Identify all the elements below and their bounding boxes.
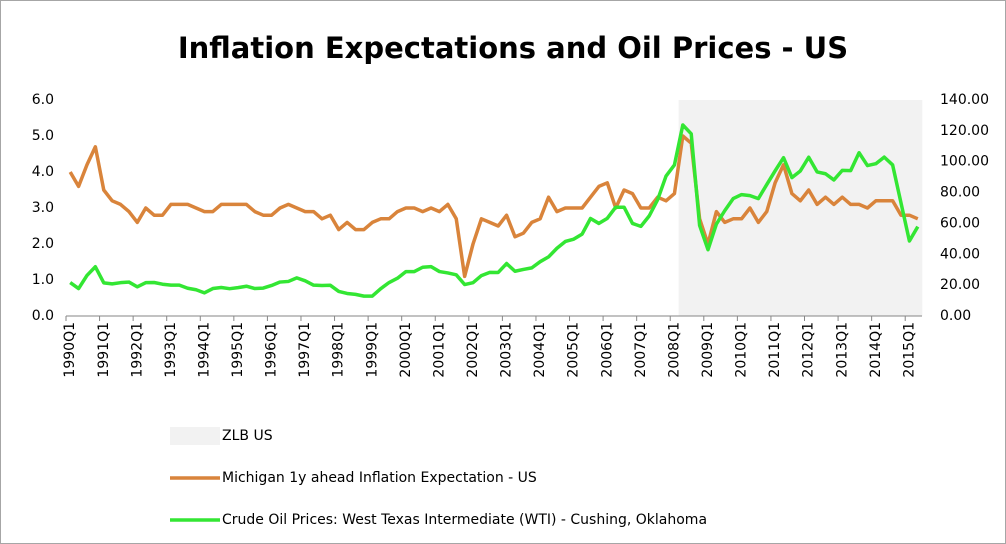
y-tick-label: 2.0 [32, 236, 54, 252]
x-tick-label: 1991Q1 [96, 322, 112, 378]
zlb-bar [737, 100, 747, 316]
y-tick-label: 4.0 [32, 164, 54, 180]
y-tick-label: 1.0 [32, 272, 54, 288]
x-tick-label: 2007Q1 [633, 322, 649, 378]
line-layer [68, 123, 920, 298]
y2-tick-label: 60.00 [940, 215, 980, 231]
zlb-bar [787, 100, 797, 316]
y-tick-label: 5.0 [32, 128, 54, 144]
x-tick-label: 1998Q1 [331, 322, 347, 378]
x-tick-label: 2010Q1 [734, 322, 750, 378]
zlb-bar [905, 100, 914, 316]
zlb-bar [838, 100, 847, 316]
zlb-bar [728, 100, 738, 316]
x-tick-label: 2008Q1 [666, 322, 682, 378]
x-tick-label: 1999Q1 [364, 322, 380, 378]
legend-label: ZLB US [222, 428, 273, 444]
x-tick-label: 2005Q1 [566, 322, 582, 378]
y2-tick-label: 80.00 [940, 185, 980, 201]
legend-swatch [170, 427, 220, 445]
y2-tick-label: 0.00 [940, 308, 971, 324]
y2-tick-label: 120.00 [940, 123, 989, 139]
series-line [68, 134, 919, 279]
y2-tick-label: 100.00 [940, 154, 989, 170]
x-tick-label: 2015Q1 [901, 322, 917, 378]
zlb-bar [687, 100, 696, 316]
zlb-bar [821, 100, 830, 316]
y2-tick-label: 20.00 [940, 277, 980, 293]
legend-label: Crude Oil Prices: West Texas Intermediat… [222, 512, 707, 528]
legend-label: Michigan 1y ahead Inflation Expectation … [222, 470, 537, 486]
x-tick-label: 2013Q1 [834, 322, 850, 378]
x-tick-label: 1993Q1 [163, 322, 179, 378]
shade-layer [678, 100, 923, 316]
y2-tick-label: 40.00 [940, 246, 980, 262]
x-tick-label: 2014Q1 [868, 322, 884, 378]
chart-title: Inflation Expectations and Oil Prices - … [178, 31, 848, 65]
series-line [69, 123, 920, 298]
zlb-bar [829, 100, 839, 316]
zlb-bar [703, 100, 713, 316]
x-tick-label: 2004Q1 [532, 322, 548, 378]
y2-tick-label: 140.00 [940, 92, 989, 108]
x-tick-label: 1997Q1 [297, 322, 313, 378]
x-tick-label: 2009Q1 [700, 322, 716, 378]
zlb-bar [754, 100, 763, 316]
x-tick-label: 2002Q1 [465, 322, 481, 378]
x-tick-label: 2003Q1 [499, 322, 515, 378]
zlb-bar [913, 100, 923, 316]
x-tick-label: 1990Q1 [62, 322, 78, 378]
x-tick-label: 2001Q1 [431, 322, 447, 378]
x-tick-label: 2011Q1 [767, 322, 783, 378]
zlb-bar [712, 100, 721, 316]
zlb-bar [888, 100, 898, 316]
y-tick-label: 3.0 [32, 200, 54, 216]
zlb-bar [770, 100, 780, 316]
x-tick-label: 2000Q1 [398, 322, 414, 378]
x-tick-label: 1996Q1 [264, 322, 280, 378]
zlb-bar [678, 100, 688, 316]
zlb-bar [880, 100, 889, 316]
x-tick-label: 1994Q1 [196, 322, 212, 378]
zlb-bar [779, 100, 789, 316]
zlb-bar [796, 100, 805, 316]
zlb-bar [846, 100, 856, 316]
zlb-bar [812, 100, 822, 316]
x-tick-label: 1995Q1 [230, 322, 246, 378]
x-tick-label: 1992Q1 [129, 322, 145, 378]
zlb-bar [804, 100, 814, 316]
x-tick-label: 2006Q1 [599, 322, 615, 378]
zlb-bar [854, 100, 864, 316]
y-tick-label: 6.0 [32, 92, 54, 108]
zlb-bar [871, 100, 881, 316]
x-tick-label: 2012Q1 [801, 322, 817, 378]
y-tick-label: 0.0 [32, 308, 54, 324]
